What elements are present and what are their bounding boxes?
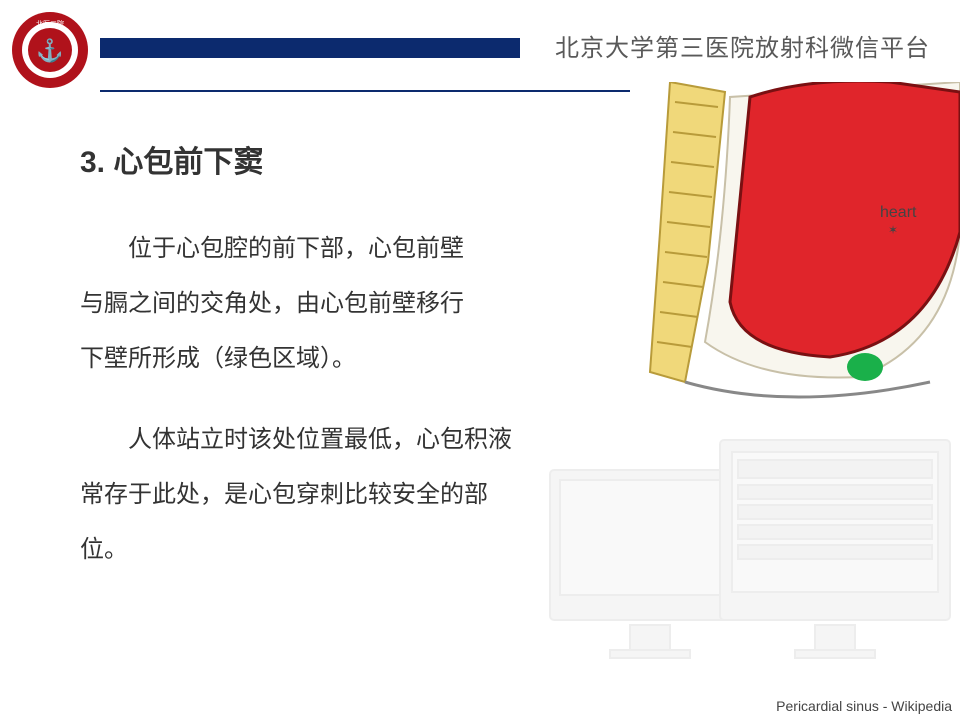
monitors-decoration <box>540 430 960 690</box>
citation: Pericardial sinus - Wikipedia <box>776 698 952 714</box>
svg-text:北医三院: 北医三院 <box>36 19 64 28</box>
heart-label: heart <box>880 204 917 221</box>
paragraph-1: 位于心包腔的前下部，心包前壁 与膈之间的交角处，由心包前壁移行 下壁所形成（绿色… <box>80 221 600 387</box>
anatomy-figure: heart ✶ <box>630 82 960 412</box>
svg-text:⚓: ⚓ <box>36 38 63 63</box>
body-text: 位于心包腔的前下部，心包前壁 与膈之间的交角处，由心包前壁移行 下壁所形成（绿色… <box>80 221 600 577</box>
hospital-logo: ⚓ 北医三院 <box>10 10 90 90</box>
header: ⚓ 北医三院 北京大学第三医院放射科微信平台 <box>0 0 960 90</box>
paragraph-2: 人体站立时该处位置最低，心包积液 常存于此处，是心包穿刺比较安全的部 位。 <box>80 412 600 578</box>
green-region <box>847 353 883 381</box>
heart-label-mark: ✶ <box>888 223 898 237</box>
header-title: 北京大学第三医院放射科微信平台 <box>555 28 930 63</box>
header-bar <box>100 38 520 58</box>
